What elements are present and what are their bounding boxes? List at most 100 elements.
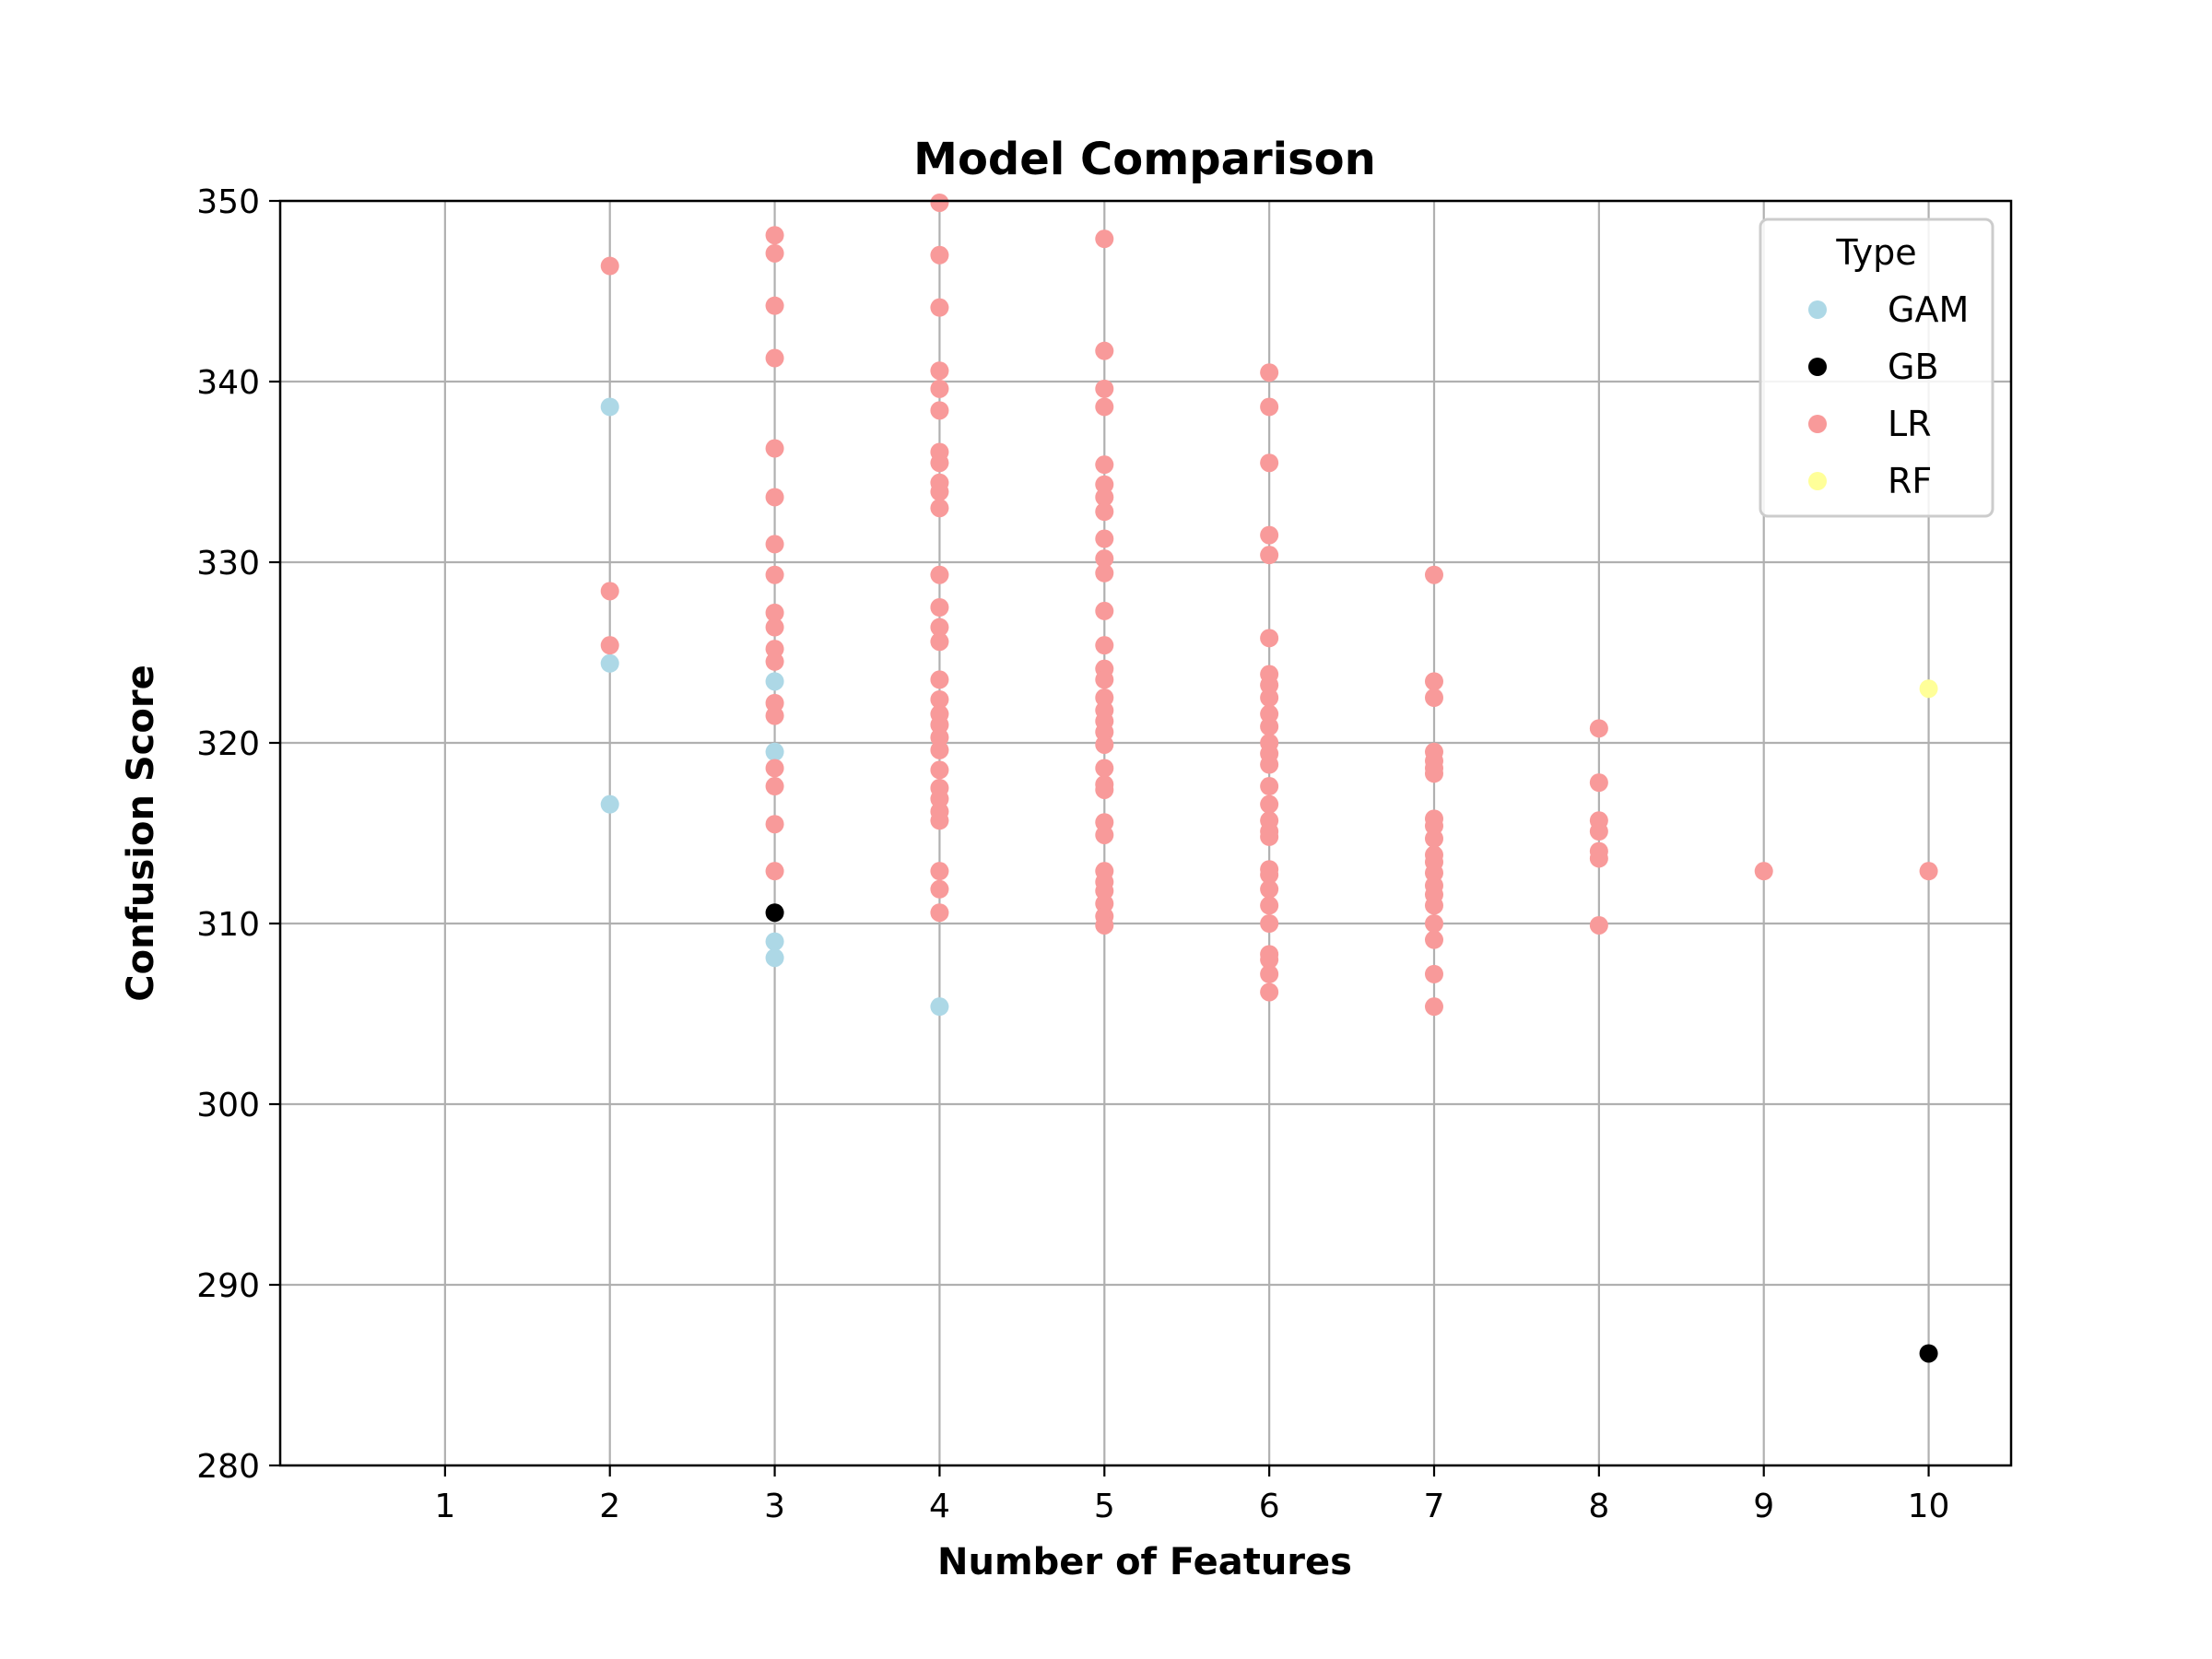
x-tick-label: 1 bbox=[434, 1488, 455, 1525]
data-point-lr bbox=[765, 243, 784, 263]
data-point-lr bbox=[1095, 723, 1114, 742]
data-point-lr bbox=[765, 565, 784, 584]
data-point-lr bbox=[1095, 549, 1114, 569]
data-point-lr bbox=[930, 379, 949, 398]
y-tick-label: 290 bbox=[196, 1267, 260, 1305]
chart-title: Model Comparison bbox=[913, 134, 1376, 185]
data-point-lr bbox=[1260, 879, 1279, 899]
data-point-lr bbox=[930, 879, 949, 899]
data-point-gam bbox=[600, 397, 619, 417]
data-point-lr bbox=[765, 759, 784, 778]
data-point-gam bbox=[600, 653, 619, 673]
legend-marker bbox=[1808, 300, 1827, 319]
x-axis-label: Number of Features bbox=[937, 1541, 1352, 1583]
data-point-lr bbox=[1095, 881, 1114, 900]
data-point-lr bbox=[765, 652, 784, 671]
x-tick-label: 7 bbox=[1424, 1488, 1445, 1525]
data-point-lr bbox=[930, 715, 949, 735]
data-point-lr bbox=[1095, 341, 1114, 360]
series-lr bbox=[600, 193, 1938, 1017]
data-point-lr bbox=[1260, 717, 1279, 736]
data-point-gam bbox=[765, 948, 784, 968]
legend-box bbox=[1759, 218, 1994, 518]
data-point-lr bbox=[1425, 930, 1443, 949]
data-point-lr bbox=[1095, 397, 1114, 417]
data-point-lr bbox=[930, 565, 949, 584]
data-point-lr bbox=[1095, 735, 1114, 754]
data-point-lr bbox=[765, 296, 784, 315]
data-point-lr bbox=[1589, 849, 1608, 868]
data-point-lr bbox=[1095, 813, 1114, 832]
data-point-lr bbox=[1095, 780, 1114, 799]
data-point-lr bbox=[1095, 502, 1114, 522]
data-point-gam bbox=[765, 672, 784, 691]
data-point-lr bbox=[930, 598, 949, 617]
plot-frame bbox=[278, 199, 2013, 1467]
data-point-lr bbox=[1260, 982, 1279, 1002]
data-point-lr bbox=[1589, 719, 1608, 738]
data-point-lr bbox=[1425, 817, 1443, 836]
data-point-lr bbox=[1260, 397, 1279, 417]
data-point-lr bbox=[1260, 964, 1279, 983]
data-point-lr bbox=[1260, 896, 1279, 915]
data-point-lr bbox=[1260, 363, 1279, 382]
data-point-lr bbox=[930, 862, 949, 881]
data-point-lr bbox=[1260, 453, 1279, 473]
data-point-lr bbox=[1260, 794, 1279, 814]
data-point-lr bbox=[1095, 825, 1114, 844]
legend-item-rf: RF bbox=[1808, 461, 1932, 501]
data-point-lr bbox=[930, 499, 949, 518]
x-tick-label: 2 bbox=[599, 1488, 620, 1525]
data-point-gam bbox=[600, 794, 619, 814]
y-tick-label: 350 bbox=[196, 183, 260, 221]
data-point-lr bbox=[930, 618, 949, 637]
data-point-lr bbox=[1919, 862, 1938, 881]
data-point-lr bbox=[765, 706, 784, 725]
data-point-lr bbox=[1425, 764, 1443, 783]
y-tick-label: 320 bbox=[196, 725, 260, 763]
data-point-lr bbox=[1754, 862, 1773, 881]
x-tick-label: 10 bbox=[1908, 1488, 1950, 1525]
data-point-lr bbox=[1425, 688, 1443, 707]
data-point-lr bbox=[1095, 670, 1114, 689]
data-point-lr bbox=[930, 728, 949, 747]
data-point-lr bbox=[1095, 688, 1114, 707]
data-point-lr bbox=[1425, 914, 1443, 933]
data-point-lr bbox=[930, 689, 949, 709]
legend-label: LR bbox=[1888, 404, 1932, 444]
data-point-lr bbox=[1260, 777, 1279, 796]
data-point-lr bbox=[765, 618, 784, 637]
data-point-lr bbox=[1095, 563, 1114, 582]
data-point-lr bbox=[930, 760, 949, 780]
data-point-rf bbox=[1919, 679, 1938, 699]
data-point-lr bbox=[1095, 759, 1114, 778]
legend-item-gam: GAM bbox=[1808, 289, 1969, 330]
legend-label: GAM bbox=[1888, 289, 1969, 330]
legend-marker bbox=[1808, 358, 1827, 376]
data-point-lr bbox=[1095, 229, 1114, 249]
data-point-lr bbox=[1095, 455, 1114, 475]
data-point-lr bbox=[1260, 950, 1279, 970]
data-point-lr bbox=[600, 636, 619, 655]
data-point-lr bbox=[1095, 894, 1114, 913]
legend-title: Type bbox=[1835, 232, 1916, 273]
data-point-lr bbox=[765, 439, 784, 458]
data-point-lr bbox=[930, 903, 949, 923]
data-point-lr bbox=[930, 361, 949, 381]
data-point-lr bbox=[1095, 379, 1114, 398]
data-point-lr bbox=[600, 256, 619, 276]
series-gam bbox=[600, 397, 949, 1017]
data-point-lr bbox=[1260, 676, 1279, 695]
data-point-lr bbox=[765, 226, 784, 245]
data-point-lr bbox=[1260, 827, 1279, 846]
data-point-lr bbox=[930, 811, 949, 830]
x-tick-label: 9 bbox=[1753, 1488, 1774, 1525]
series-gb bbox=[765, 903, 1938, 1363]
data-point-gam bbox=[765, 742, 784, 761]
data-point-lr bbox=[930, 789, 949, 808]
series-rf bbox=[1919, 679, 1938, 699]
data-point-lr bbox=[765, 640, 784, 659]
x-tick-label: 5 bbox=[1094, 1488, 1115, 1525]
data-point-lr bbox=[930, 245, 949, 265]
